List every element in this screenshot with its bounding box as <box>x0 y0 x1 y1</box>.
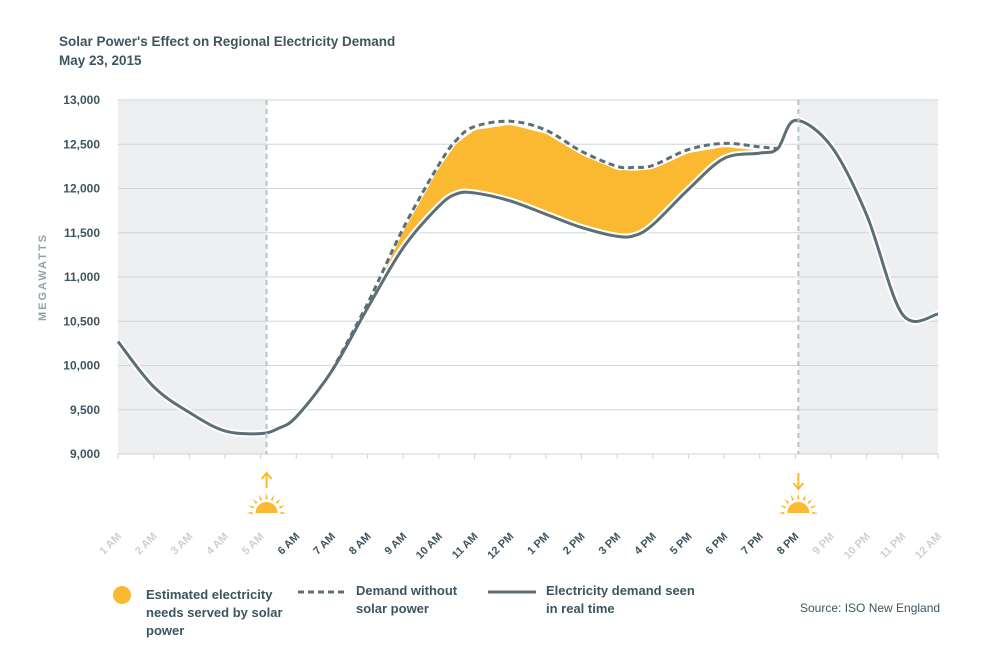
sunrise-arrowhead-icon <box>260 471 273 480</box>
y-tick-label: 10,000 <box>63 359 100 373</box>
x-tick-label: 3 AM <box>169 531 196 558</box>
sun-ray <box>797 493 800 500</box>
x-tick-label: 11 PM <box>878 531 909 562</box>
x-tick-label: 2 PM <box>561 531 588 558</box>
x-tick-label: 12 PM <box>485 531 516 562</box>
x-tick-label: 9 AM <box>383 531 410 558</box>
x-tick-label: 2 AM <box>133 531 160 558</box>
sun-ray <box>280 511 287 515</box>
x-tick-label: 9 PM <box>811 531 838 558</box>
sun-ray <box>812 511 819 515</box>
sun-ray <box>248 505 255 509</box>
legend-solar-label: Estimated electricity needs served by so… <box>146 587 283 638</box>
y-tick-label: 12,500 <box>63 137 100 151</box>
x-tick-label: 6 AM <box>276 531 303 558</box>
x-tick-label: 4 PM <box>632 531 659 558</box>
sun-ray <box>258 494 263 501</box>
chart-title: Solar Power's Effect on Regional Electri… <box>59 34 396 49</box>
legend-real-time-label: Electricity demand seen in real time <box>546 583 695 616</box>
sun-disc <box>787 502 810 513</box>
sun-ray <box>270 494 275 501</box>
legend-solar-swatch <box>113 586 131 604</box>
sun-ray <box>246 511 253 515</box>
y-axis-label: MEGAWATTS <box>37 233 49 321</box>
sunrise-icon <box>246 471 287 515</box>
x-tick-label: 1 AM <box>97 531 124 558</box>
x-tick-label: 6 PM <box>704 531 731 558</box>
y-tick-label: 9,500 <box>70 403 100 417</box>
solar-area <box>378 125 767 288</box>
x-tick-label: 12 AM <box>913 531 944 562</box>
y-tick-label: 12,000 <box>63 182 100 196</box>
x-tick-label: 7 AM <box>311 531 338 558</box>
sun-ray <box>810 505 817 509</box>
sun-ray <box>779 505 786 509</box>
x-tick-label: 4 AM <box>204 531 231 558</box>
sun-ray <box>790 494 795 501</box>
sun-ray <box>802 494 806 501</box>
x-tick-label: 1 PM <box>525 531 552 558</box>
y-tick-label: 9,000 <box>70 447 100 461</box>
legend-solid-line <box>488 590 536 594</box>
y-tick-label: 11,000 <box>64 270 100 284</box>
sun-ray <box>252 498 258 504</box>
y-tick-label: 11,500 <box>64 226 100 240</box>
demand-without-solar-line <box>330 119 778 372</box>
x-tick-label: 8 AM <box>347 531 374 558</box>
real-time-demand-line <box>116 118 939 436</box>
sun-ray <box>807 498 813 504</box>
x-tick-label: 5 AM <box>240 531 267 558</box>
source-note: Source: ISO New England <box>800 601 941 615</box>
x-tick-label: 8 PM <box>775 531 802 558</box>
x-tick-label: 5 PM <box>668 531 695 558</box>
sun-ray <box>784 498 790 504</box>
sunset-icon <box>778 473 819 515</box>
sun-ray <box>275 498 281 504</box>
sunset-arrowhead-icon <box>792 482 805 491</box>
sun-ray <box>279 505 285 509</box>
x-tick-label: 11 AM <box>450 531 481 562</box>
sun-ray <box>265 493 268 500</box>
sun-ray <box>778 511 785 515</box>
legend-without-solar-label: Demand without solar power <box>356 583 458 616</box>
chart-subtitle: May 23, 2015 <box>59 53 142 68</box>
y-tick-label: 13,000 <box>63 93 100 107</box>
legend-dashed-line <box>298 590 346 594</box>
x-tick-label: 10 AM <box>414 531 445 562</box>
y-tick-label: 10,500 <box>63 314 100 328</box>
x-tick-label: 7 PM <box>739 531 766 558</box>
x-tick-label: 10 PM <box>842 531 873 562</box>
x-tick-label: 3 PM <box>597 531 624 558</box>
sun-disc <box>255 502 278 513</box>
